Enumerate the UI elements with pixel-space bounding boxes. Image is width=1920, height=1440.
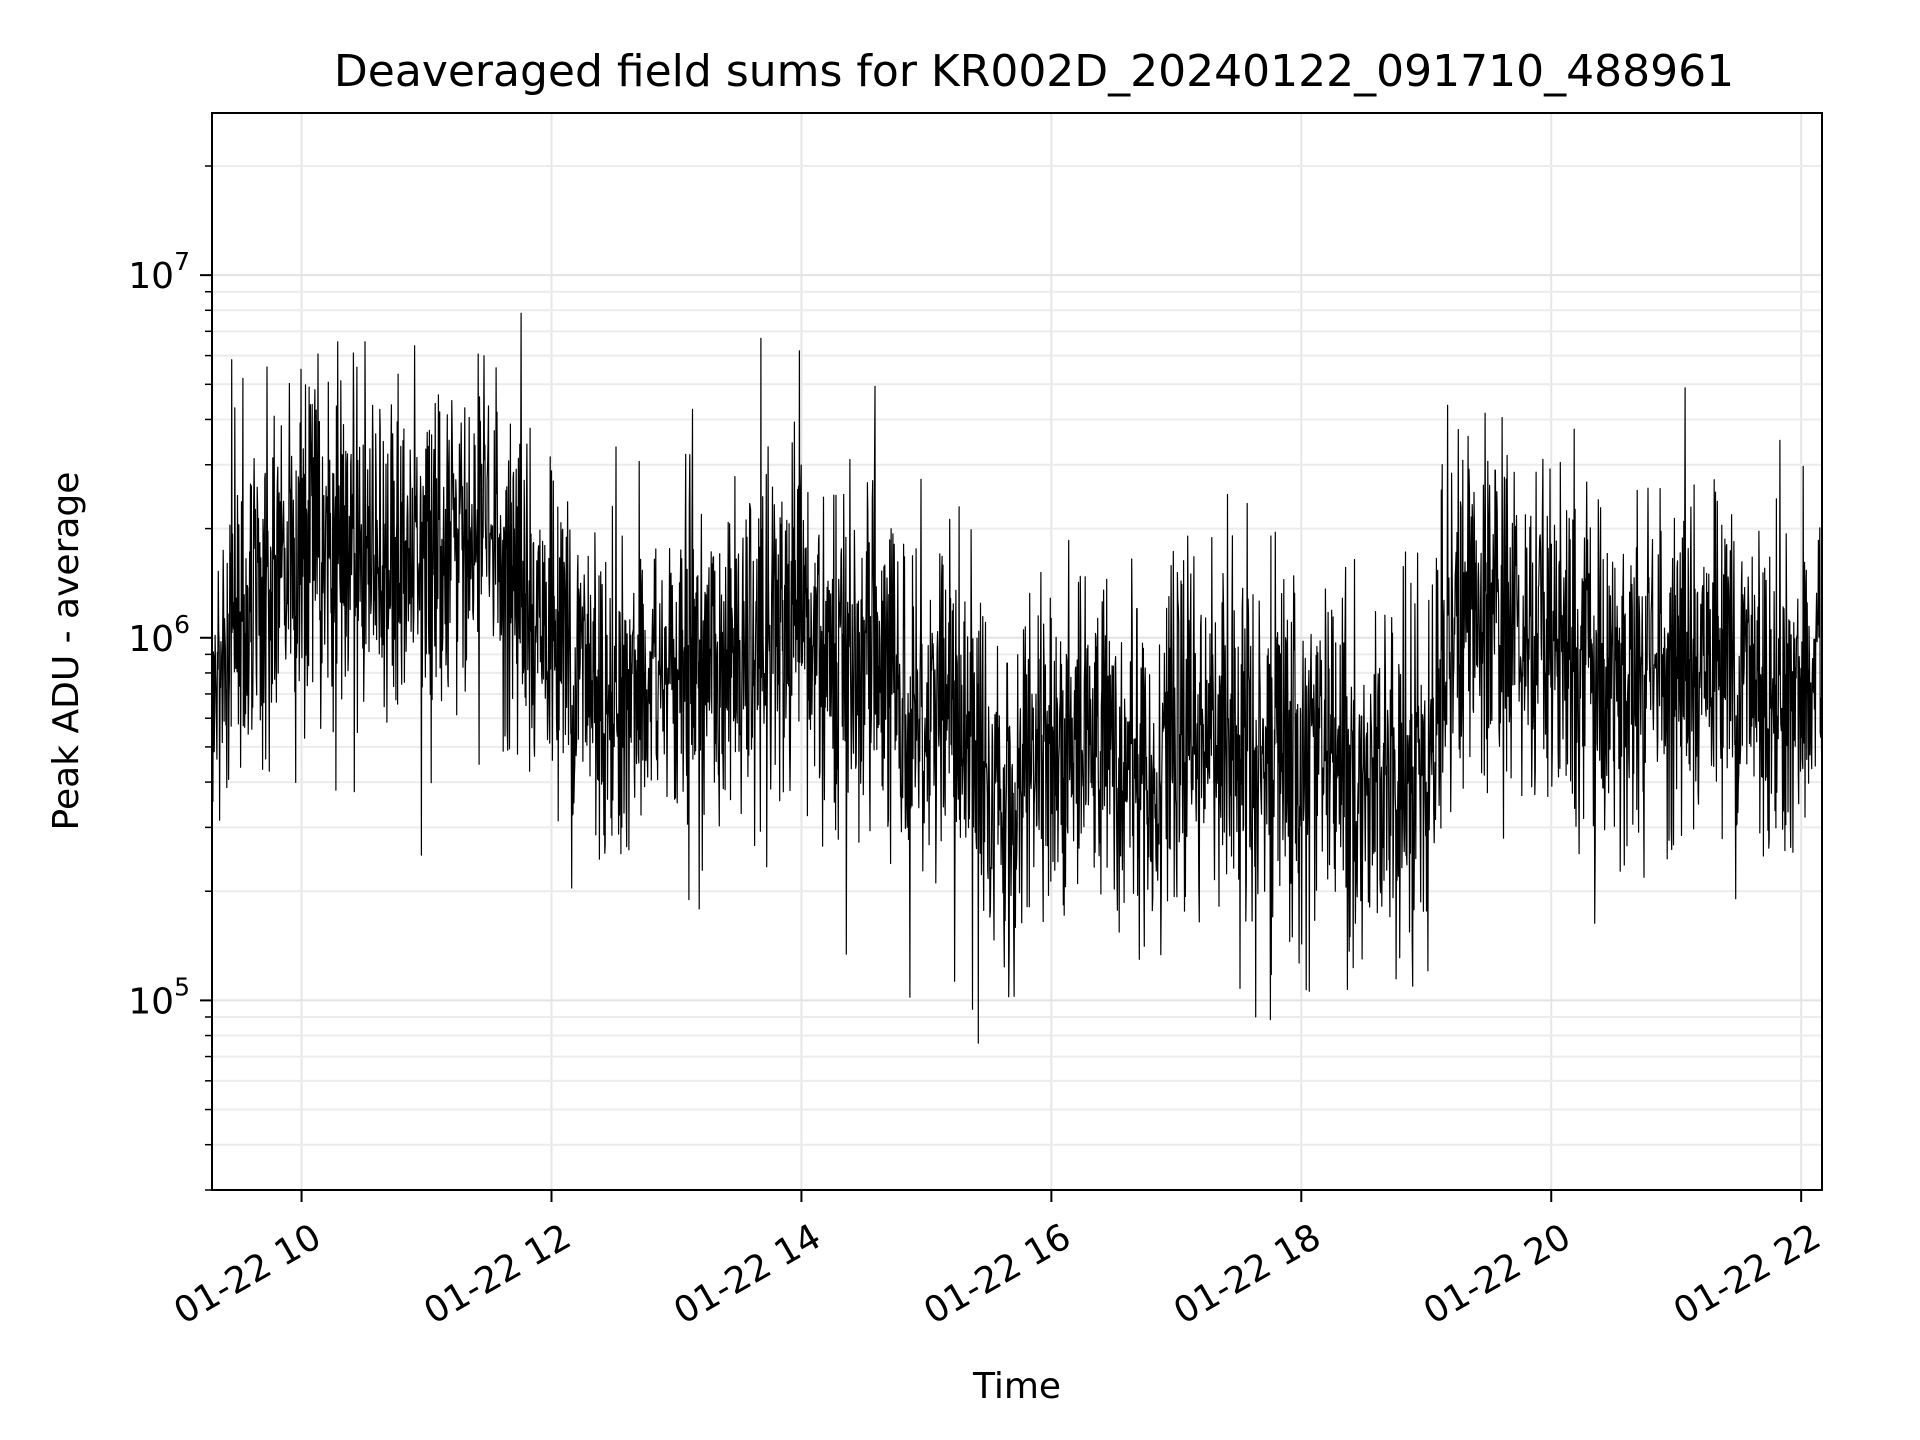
y-axis: 105 106 107 — [128, 165, 212, 1191]
plot-frame — [211, 112, 1823, 1191]
plot-area — [211, 112, 1823, 1191]
chart-title: Deaveraged field sums for KR002D_2024012… — [334, 46, 1734, 97]
y-axis-label: Peak ADU - average — [46, 472, 87, 831]
series-layer — [211, 312, 1823, 1044]
series-line — [211, 312, 1823, 1044]
y-tick-label: 107 — [128, 247, 190, 297]
x-axis-label: Time — [972, 1366, 1061, 1407]
y-tick-label: 105 — [128, 972, 190, 1022]
y-tick-label: 106 — [128, 610, 190, 660]
